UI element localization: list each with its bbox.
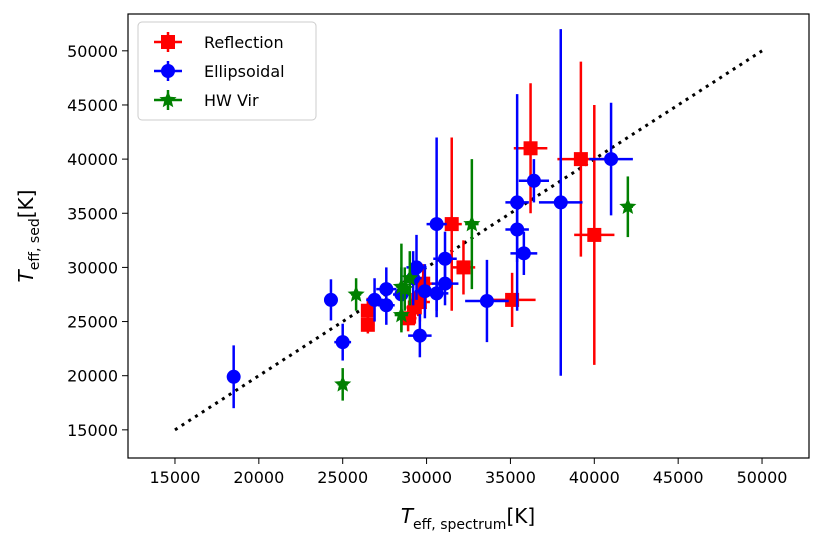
data-point — [438, 276, 453, 291]
data-point — [347, 285, 365, 302]
data-point — [360, 317, 375, 332]
data-point — [401, 269, 419, 286]
x-tick-label: 20000 — [233, 468, 284, 487]
series-hw-vir — [334, 159, 637, 401]
x-tick-label: 35000 — [485, 468, 536, 487]
data-point — [587, 227, 602, 242]
legend-label: HW Vir — [204, 91, 259, 110]
y-tick-label: 45000 — [67, 96, 118, 115]
legend-label: Ellipsoidal — [204, 62, 285, 81]
y-tick-label: 35000 — [67, 204, 118, 223]
data-point — [417, 284, 432, 299]
x-tick-label: 15000 — [150, 468, 201, 487]
legend-marker — [161, 35, 175, 49]
legend-item: HW Vir — [154, 90, 259, 110]
series-reflection — [360, 61, 615, 365]
y-tick-label: 50000 — [67, 42, 118, 61]
data-point — [429, 286, 444, 301]
legend: Reflection Ellipsoidal HW Vir — [137, 21, 317, 121]
data-point — [604, 152, 619, 167]
x-axis-label: Teff, spectrum[K] — [401, 504, 535, 533]
legend-label: Reflection — [204, 33, 284, 52]
data-point — [516, 246, 531, 261]
data-point — [409, 260, 424, 275]
legend-marker — [159, 91, 177, 108]
data-point — [479, 293, 494, 308]
data-point — [429, 217, 444, 232]
data-point — [463, 215, 481, 232]
y-tick-label: 30000 — [67, 258, 118, 277]
data-point — [505, 292, 520, 307]
data-point — [392, 306, 410, 323]
legend-item: Ellipsoidal — [154, 61, 285, 81]
data-point — [438, 251, 453, 266]
data-point — [226, 369, 241, 384]
x-tick-label: 25000 — [317, 468, 368, 487]
data-point — [367, 292, 382, 307]
y-tick-label: 25000 — [67, 313, 118, 332]
data-point — [334, 375, 352, 392]
data-point — [335, 335, 350, 350]
data-point — [444, 217, 459, 232]
legend-item: Reflection — [154, 32, 284, 52]
data-point — [379, 282, 394, 297]
data-point — [619, 197, 637, 215]
data-point — [573, 152, 588, 167]
x-tick-label: 50000 — [737, 468, 788, 487]
data-point — [323, 292, 338, 307]
data-point — [523, 141, 538, 156]
data-point — [412, 328, 427, 343]
x-tick-label: 30000 — [401, 468, 452, 487]
plot-frame — [127, 13, 810, 459]
data-point — [360, 303, 375, 318]
legend-box — [137, 21, 317, 121]
y-tick-label: 20000 — [67, 367, 118, 386]
data-point — [526, 173, 541, 188]
x-tick-label: 45000 — [653, 468, 704, 487]
x-axis: 15000 20000 25000 30000 35000 40000 45000 50000 — [150, 458, 788, 487]
y-axis: 15000 20000 25000 30000 35000 40000 45000 50000 — [67, 42, 128, 440]
y-axis-label: Teff, sed[K] — [14, 190, 43, 283]
data-point — [456, 260, 471, 275]
y-tick-label: 40000 — [67, 150, 118, 169]
data-point — [510, 222, 525, 237]
x-tick-label: 40000 — [569, 468, 620, 487]
legend-marker — [161, 64, 175, 78]
data-point — [553, 195, 568, 210]
y-tick-label: 15000 — [67, 421, 118, 440]
